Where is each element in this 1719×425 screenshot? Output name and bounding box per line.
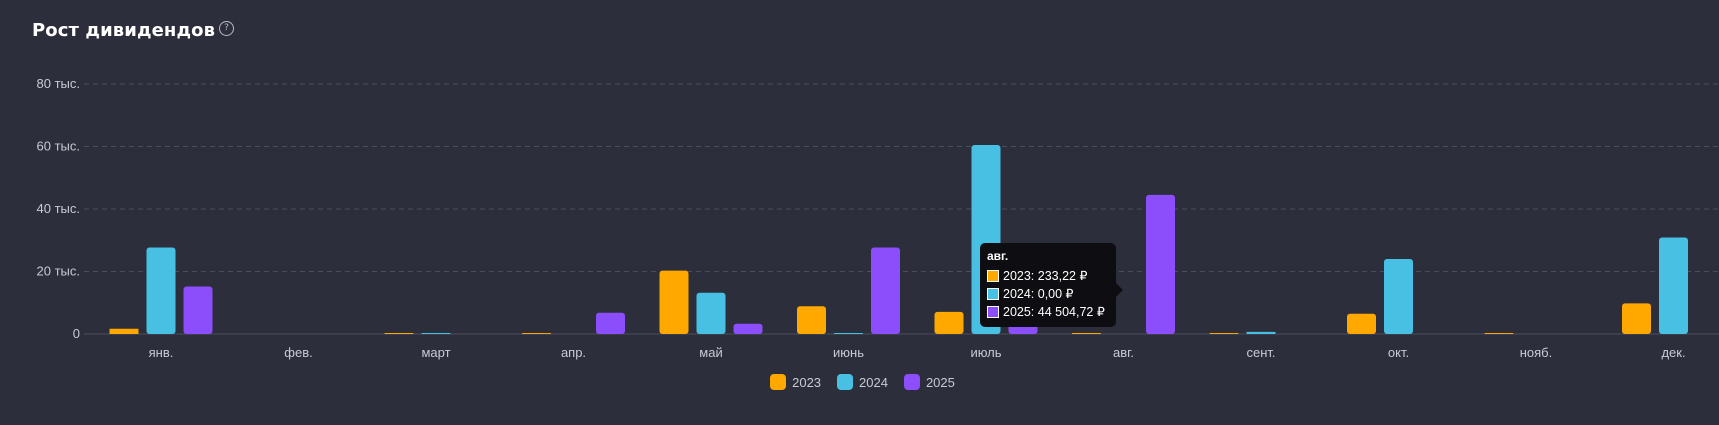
legend-item-2025[interactable]: 2025 [903,374,955,390]
bar-2023-10 [1484,333,1514,334]
bar-2024-0 [146,247,176,334]
x-tick-label-2: март [421,345,450,360]
x-tick-label-3: апр. [561,345,586,360]
legend-label-2023: 2023 [792,374,822,390]
x-tick-label-5: июнь [833,345,864,360]
legend-swatch-2025 [903,374,920,390]
legend-item-2023[interactable]: 2023 [770,374,821,390]
y-tick-label-0: 0 [73,326,80,341]
bar-2025-3 [596,312,625,334]
tooltip-swatch-2024 [987,288,999,300]
y-tick-label-2: 40 тыс. [37,201,80,216]
chart-legend: 2023 2024 2025 [0,374,1719,390]
chart-title: Рост дивидендов [32,20,216,41]
legend-swatch-2024 [837,374,854,390]
legend-label-2025: 2025 [925,374,955,390]
x-tick-label-8: сент. [1246,345,1275,360]
tooltip-value-2023: 2023: 233,22 ₽ [1003,269,1088,283]
x-tick-label-9: окт. [1388,345,1409,360]
bar-2023-7 [1072,333,1101,334]
legend-label-2024: 2024 [859,374,888,390]
x-tick-label-10: нояб. [1520,345,1553,360]
chart-header: Рост дивидендов ? [32,20,235,41]
y-tick-label-4: 80 тыс. [37,76,80,91]
x-tick-label-7: авг. [1113,345,1134,360]
question-circle-icon[interactable]: ? [219,21,235,36]
bar-2024-9 [1384,259,1413,334]
tooltip-row-2023: 2023: 233,22 ₽ [987,267,1108,285]
x-tick-label-1: фев. [284,345,312,360]
bar-2023-6 [934,311,964,334]
tooltip-row-2024: 2024: 0,00 ₽ [987,285,1108,303]
bar-2023-8 [1209,333,1239,334]
tooltip-row-2025: 2025: 44 504,72 ₽ [987,303,1108,321]
y-tick-label-3: 60 тыс. [37,139,80,154]
y-tick-label-1: 20 тыс. [37,264,80,279]
bar-2025-5 [871,247,900,334]
legend-swatch-2023 [770,374,787,390]
chart-tooltip: авг. 2023: 233,22 ₽ 2024: 0,00 ₽ 2025: 4… [980,243,1123,327]
bar-2024-8 [1246,331,1276,334]
bar-2023-0 [109,328,139,334]
x-tick-label-4: май [699,345,722,360]
bar-2024-11 [1659,237,1688,334]
bar-2023-4 [659,270,689,334]
tooltip-swatch-2025 [987,306,999,318]
bar-2023-9 [1347,313,1376,334]
bar-2024-4 [696,292,726,334]
bar-2024-2 [421,333,451,334]
x-tick-label-11: дек. [1661,345,1685,360]
bar-2025-0 [183,286,213,334]
bar-2025-7 [1146,194,1175,334]
x-tick-label-6: июль [970,345,1001,360]
tooltip-swatch-2023 [987,270,999,282]
tooltip-value-2024: 2024: 0,00 ₽ [1003,287,1074,301]
bar-2023-5 [797,306,826,334]
bar-2023-11 [1622,303,1651,334]
tooltip-value-2025: 2025: 44 504,72 ₽ [1003,305,1105,319]
legend-item-2024[interactable]: 2024 [837,374,888,390]
x-tick-label-0: янв. [149,345,174,360]
bar-2023-2 [384,333,414,334]
bar-2025-4 [733,323,763,334]
bar-2023-3 [522,333,551,334]
tooltip-title: авг. [987,249,1009,263]
bar-2024-5 [834,333,863,334]
